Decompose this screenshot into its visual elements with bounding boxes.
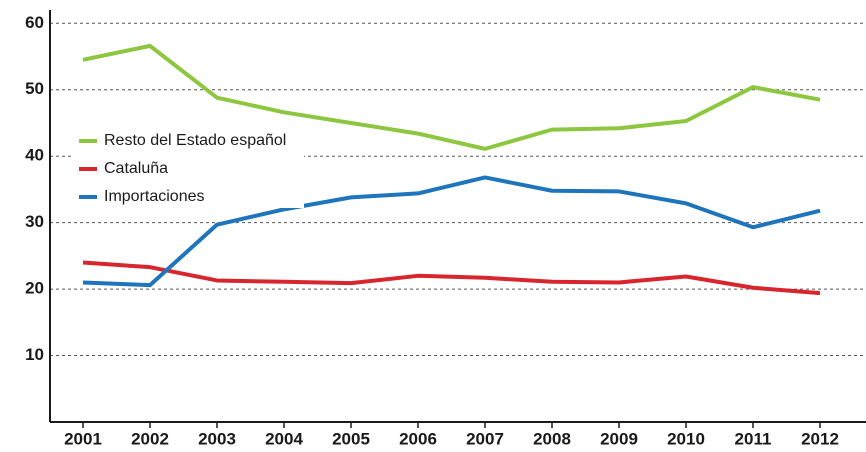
x-tick-label: 2010 [667,429,705,448]
y-tick-label: 20 [25,279,44,298]
x-tick-label: 2012 [801,429,839,448]
y-tick-label: 60 [25,13,44,32]
legend-box [72,128,304,208]
series-line [82,260,821,296]
series-line [82,43,821,151]
y-tick-label: 10 [25,345,44,364]
x-tick-label: 2004 [265,429,303,448]
series-line [82,175,821,288]
x-tick-label: 2007 [466,429,504,448]
legend-label: Importaciones [104,188,205,205]
legend-label: Resto del Estado español [104,132,286,149]
x-tick-label: 2008 [533,429,571,448]
y-tick-label: 40 [25,146,44,165]
legend-label: Cataluña [104,160,168,177]
x-tick-label: 2011 [735,429,772,448]
x-tick-label: 2003 [198,429,236,448]
y-tick-label: 30 [25,212,44,231]
x-tick-label: 2009 [600,429,638,448]
x-tick-label: 2002 [131,429,169,448]
y-tick-label: 50 [25,79,44,98]
x-tick-label: 2006 [399,429,437,448]
x-tick-label: 2001 [64,429,102,448]
x-tick-label: 2005 [332,429,370,448]
